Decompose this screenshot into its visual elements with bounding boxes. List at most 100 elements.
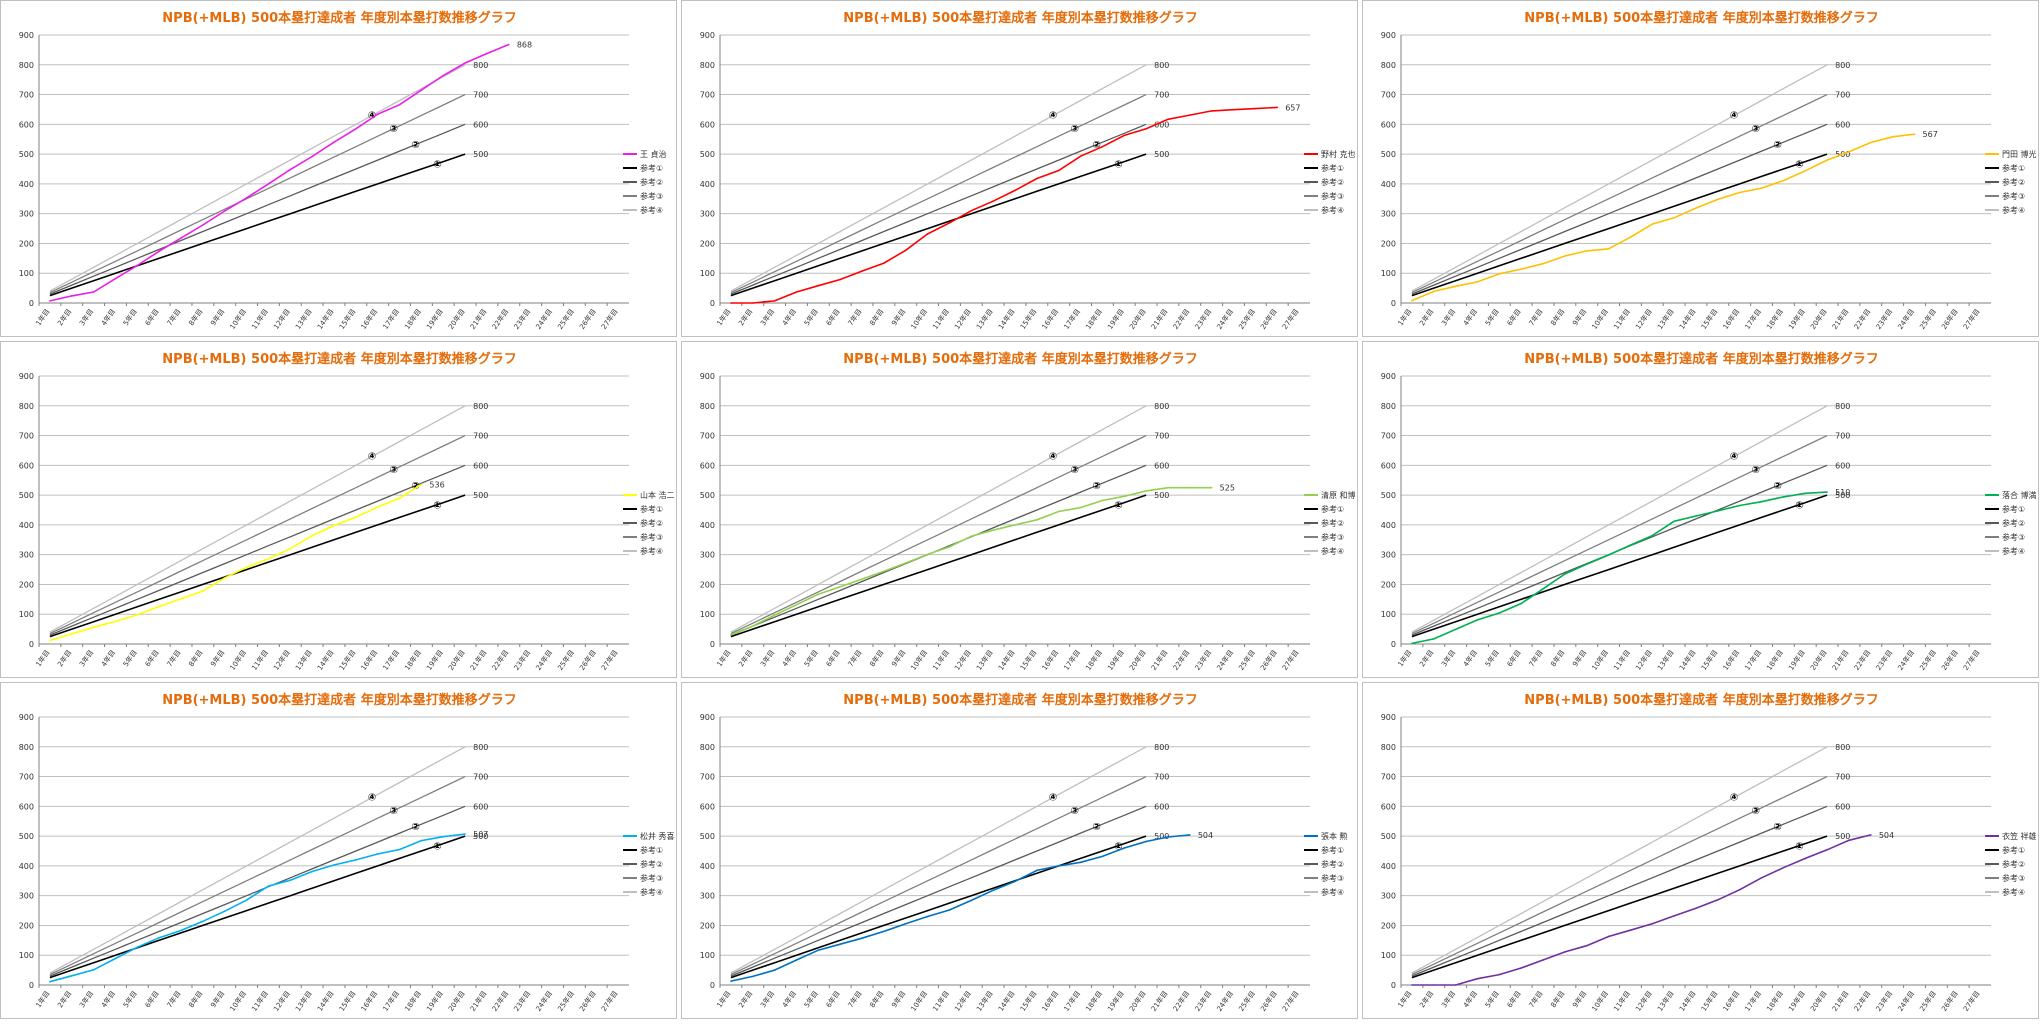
reference-marker: ① (1795, 501, 1803, 512)
reference-line (1411, 776, 1828, 976)
legend-swatch (1985, 877, 1999, 879)
reference-line (49, 805, 466, 977)
legend-swatch (1304, 181, 1318, 183)
x-tick-label: 19年目 (1105, 989, 1126, 1013)
reference-line (1411, 405, 1828, 633)
x-tick-label: 10年目 (1590, 648, 1611, 672)
legend: 山本 浩二 参考① 参考② 参考③ 参考④ (623, 488, 678, 558)
reference-marker: ② (1092, 822, 1100, 833)
legend: 門田 博光 参考① 参考② 参考③ 参考④ (1985, 147, 2040, 217)
reference-marker: ③ (1752, 124, 1760, 135)
data-point (1498, 973, 1501, 976)
data-point (136, 946, 139, 948)
y-tick-label: 600 (1381, 120, 1396, 129)
legend-label: 参考③ (2002, 873, 2026, 883)
data-point (1014, 189, 1016, 192)
x-tick-label: 26年目 (1939, 307, 1960, 331)
data-point (1036, 177, 1038, 180)
data-point (70, 295, 73, 297)
reference-end-label: 700 (473, 91, 488, 100)
legend: 衣笠 祥雄 参考① 参考② 参考③ 参考④ (1985, 829, 2040, 899)
reference-line (49, 746, 466, 974)
x-tick-label: 2年目 (736, 307, 754, 327)
x-tick-label: 14年目 (1677, 307, 1698, 331)
reference-marker: ③ (1071, 124, 1079, 135)
legend-label: 参考④ (1321, 887, 1345, 897)
data-point (1891, 136, 1894, 138)
chart-title: NPB(+MLB) 500本塁打達成者 年度別本塁打数推移グラフ (1524, 11, 1879, 26)
reference-line (730, 494, 1147, 638)
legend-swatch (1985, 181, 1999, 183)
legend-label: 参考② (1321, 518, 1345, 528)
legend-label: 衣笠 祥雄 (2002, 831, 2037, 841)
legend: 王 貞治 参考① 参考② 参考③ 参考④ (623, 147, 678, 217)
x-tick-label: 16年目 (359, 989, 380, 1013)
data-point (1167, 486, 1169, 489)
x-tick-label: 7年目 (1527, 989, 1545, 1009)
data-point (861, 937, 863, 940)
legend-item: 参考④ (1304, 544, 1359, 558)
reference-marker: ④ (368, 451, 376, 462)
chart-panel: NPB(+MLB) 500本塁打達成者 年度別本塁打数推移グラフ 0 100 200 3… (0, 682, 677, 1019)
y-tick-label: 300 (19, 892, 34, 901)
x-tick-label: 24年目 (1896, 648, 1917, 672)
legend-label: 王 貞治 (640, 149, 667, 159)
x-tick-label: 11年目 (931, 307, 952, 331)
reference-marker: ② (1773, 481, 1781, 492)
x-tick-label: 1年目 (715, 989, 733, 1009)
legend-item: 参考③ (623, 871, 678, 885)
legend-swatch (1304, 522, 1318, 524)
legend-item: 参考③ (1985, 189, 2040, 203)
reference-line (49, 435, 466, 635)
data-point (311, 155, 313, 158)
data-point (1804, 492, 1807, 495)
x-tick-label: 15年目 (1699, 989, 1720, 1013)
legend-item: 門田 博光 (1985, 147, 2040, 161)
x-tick-label: 8年目 (1549, 307, 1567, 327)
x-tick-label: 11年目 (250, 648, 271, 672)
chart-panel: NPB(+MLB) 500本塁打達成者 年度別本塁打数推移グラフ 0 100 200 3… (1362, 682, 2039, 1019)
x-tick-label: 8年目 (868, 989, 886, 1009)
reference-marker: ① (1795, 160, 1803, 171)
data-point (1101, 499, 1104, 502)
x-tick-label: 16年目 (1040, 989, 1061, 1013)
x-tick-label: 11年目 (931, 648, 952, 672)
x-tick-label: 16年目 (1040, 648, 1061, 672)
legend-label: 門田 博光 (2002, 149, 2037, 159)
legend-item: 参考② (1985, 857, 2040, 871)
reference-marker: ③ (390, 124, 398, 135)
reference-line (49, 776, 466, 976)
x-tick-label: 25年目 (1917, 648, 1938, 672)
x-tick-label: 22年目 (490, 307, 511, 331)
x-tick-label: 21年目 (1830, 648, 1851, 672)
legend-swatch (1985, 536, 1999, 538)
data-point (1804, 169, 1807, 172)
y-tick-label: 700 (700, 91, 715, 100)
reference-marker: ④ (1049, 792, 1057, 803)
x-tick-label: 23年目 (512, 648, 533, 672)
x-tick-label: 1年目 (34, 307, 52, 327)
x-tick-label: 25年目 (555, 648, 576, 672)
y-tick-label: 300 (1381, 892, 1396, 901)
data-point (267, 558, 270, 560)
data-point (333, 524, 335, 527)
chart-panel: NPB(+MLB) 500本塁打達成者 年度別本塁打数推移グラフ 0 100 200 3… (1362, 0, 2039, 337)
legend-item: 参考④ (1985, 203, 2040, 217)
data-point (1651, 534, 1654, 537)
x-tick-label: 27年目 (1280, 307, 1301, 331)
y-tick-label: 500 (700, 491, 715, 500)
legend-item: 参考④ (623, 203, 678, 217)
legend-item: 参考① (1985, 161, 2040, 175)
x-tick-label: 16年目 (359, 648, 380, 672)
legend-label: 参考③ (640, 191, 664, 201)
y-tick-label: 0 (29, 981, 34, 990)
x-tick-label: 11年目 (250, 307, 271, 331)
x-tick-label: 21年目 (1149, 989, 1170, 1013)
x-tick-label: 6年目 (824, 648, 842, 668)
y-tick-label: 400 (700, 180, 715, 189)
x-tick-label: 22年目 (1852, 307, 1873, 331)
x-tick-label: 4年目 (1461, 648, 1479, 668)
data-point (376, 113, 379, 116)
data-point (1848, 150, 1850, 153)
x-tick-label: 22年目 (1171, 989, 1192, 1013)
